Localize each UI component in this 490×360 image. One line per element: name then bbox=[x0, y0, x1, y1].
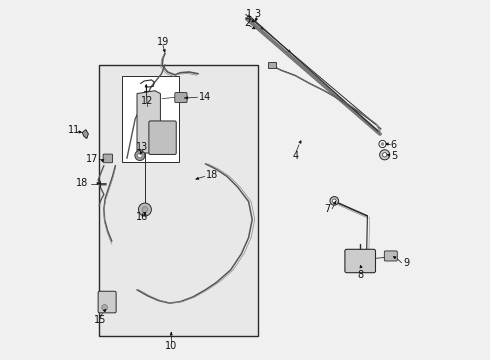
Bar bbox=[268, 62, 275, 68]
Text: 11: 11 bbox=[68, 125, 80, 135]
Text: 2: 2 bbox=[244, 18, 250, 28]
Polygon shape bbox=[82, 130, 88, 139]
Polygon shape bbox=[137, 91, 160, 153]
Circle shape bbox=[333, 199, 336, 203]
Text: 8: 8 bbox=[358, 270, 364, 280]
FancyBboxPatch shape bbox=[384, 251, 397, 261]
Text: 17: 17 bbox=[86, 154, 98, 164]
FancyBboxPatch shape bbox=[175, 93, 187, 103]
Text: 4: 4 bbox=[293, 150, 299, 161]
Text: 3: 3 bbox=[254, 9, 260, 19]
FancyBboxPatch shape bbox=[345, 249, 375, 273]
Text: 9: 9 bbox=[403, 258, 410, 268]
Circle shape bbox=[102, 305, 107, 310]
Circle shape bbox=[135, 150, 145, 161]
FancyBboxPatch shape bbox=[98, 291, 116, 313]
Bar bbox=[122, 76, 179, 162]
Text: 6: 6 bbox=[391, 140, 397, 150]
Text: 5: 5 bbox=[391, 151, 397, 161]
Circle shape bbox=[142, 207, 148, 212]
Text: 13: 13 bbox=[136, 141, 148, 152]
Text: 10: 10 bbox=[165, 341, 177, 351]
FancyBboxPatch shape bbox=[103, 154, 113, 163]
Circle shape bbox=[379, 140, 386, 148]
Circle shape bbox=[381, 143, 384, 145]
Circle shape bbox=[383, 153, 387, 157]
Text: 7: 7 bbox=[324, 204, 331, 214]
Text: 1: 1 bbox=[246, 9, 252, 19]
Text: 15: 15 bbox=[94, 315, 106, 325]
Circle shape bbox=[330, 197, 339, 205]
Circle shape bbox=[380, 150, 390, 160]
Text: 14: 14 bbox=[199, 92, 211, 102]
FancyBboxPatch shape bbox=[149, 121, 176, 154]
Bar bbox=[99, 65, 258, 336]
Circle shape bbox=[139, 203, 151, 216]
Circle shape bbox=[138, 153, 142, 158]
Text: 18: 18 bbox=[206, 170, 219, 180]
Text: 19: 19 bbox=[157, 37, 169, 48]
Text: 12: 12 bbox=[141, 96, 153, 106]
Text: 18: 18 bbox=[76, 178, 88, 188]
Text: 16: 16 bbox=[136, 212, 148, 222]
